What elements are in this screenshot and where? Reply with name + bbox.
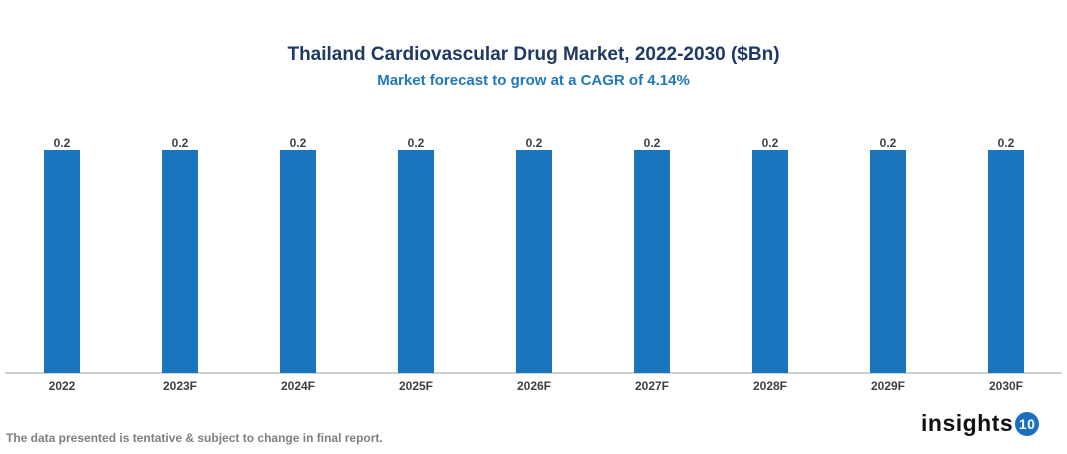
x-tick-label: 2023F: [163, 379, 197, 393]
data-label: 0.2: [880, 136, 897, 150]
x-tick-label: 2029F: [871, 379, 905, 393]
x-tick-label: 2026F: [517, 379, 551, 393]
footer-note: The data presented is tentative & subjec…: [6, 431, 383, 445]
data-label: 0.2: [526, 136, 543, 150]
bar-2029F: [870, 150, 906, 373]
data-label: 0.2: [644, 136, 661, 150]
logo-text: insights: [921, 410, 1014, 436]
x-tick-label: 2027F: [635, 379, 669, 393]
x-tick-label: 2024F: [281, 379, 315, 393]
data-label: 0.2: [54, 136, 71, 150]
data-label: 0.2: [998, 136, 1015, 150]
bar-2026F: [516, 150, 552, 373]
data-label: 0.2: [408, 136, 425, 150]
bar-2027F: [634, 150, 670, 373]
x-tick-label: 2030F: [989, 379, 1023, 393]
bar-2028F: [752, 150, 788, 373]
data-label: 0.2: [290, 136, 307, 150]
data-label: 0.2: [762, 136, 779, 150]
bar-2025F: [398, 150, 434, 373]
bar-2024F: [280, 150, 316, 373]
logo-badge: 10: [1015, 411, 1040, 436]
insights10-logo: insights 10: [921, 410, 1040, 437]
bar-2023F: [162, 150, 198, 373]
x-tick-label: 2028F: [753, 379, 787, 393]
data-label: 0.2: [172, 136, 189, 150]
chart-subtitle: Market forecast to grow at a CAGR of 4.1…: [377, 72, 690, 89]
bar-2022: [44, 150, 80, 373]
x-tick-label: 2025F: [399, 379, 433, 393]
chart-title: Thailand Cardiovascular Drug Market, 202…: [287, 44, 780, 65]
bar-2030F: [988, 150, 1024, 373]
x-tick-label: 2022: [49, 379, 76, 393]
